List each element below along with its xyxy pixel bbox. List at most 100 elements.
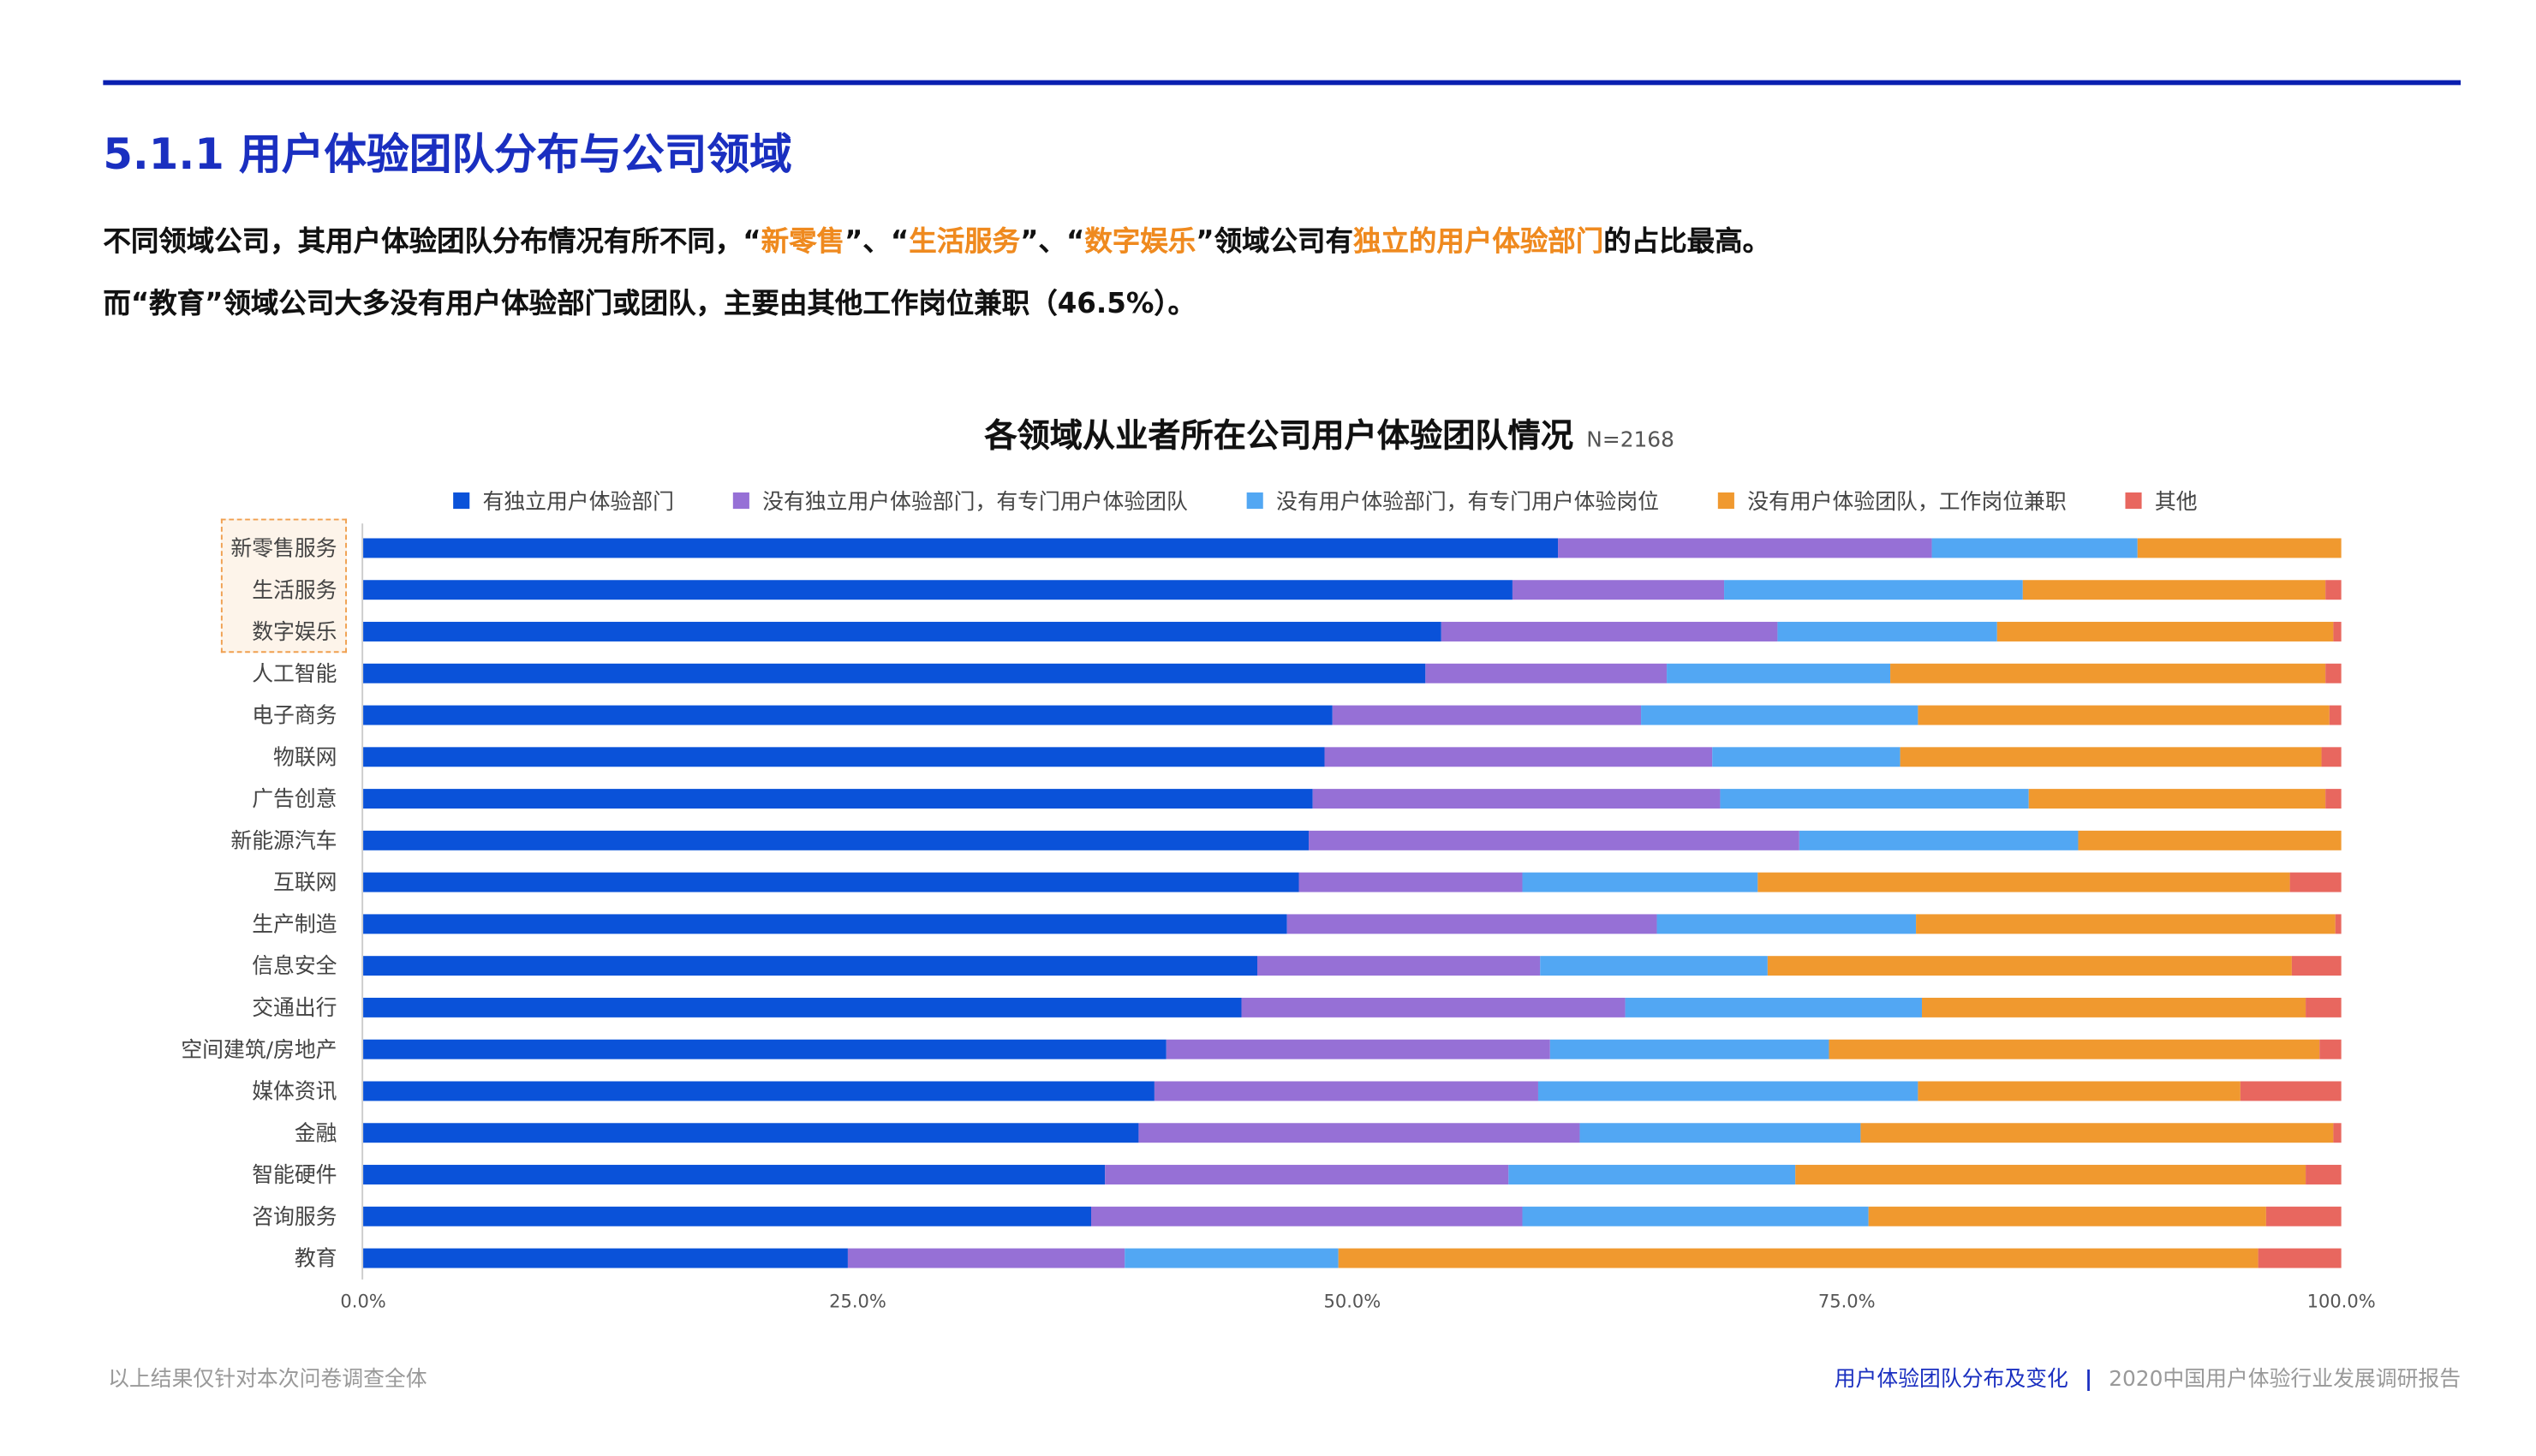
bar-segment	[2325, 663, 2342, 683]
bar-segment	[363, 705, 1333, 725]
bar-segment	[2319, 1039, 2342, 1059]
bar-segment	[1829, 1039, 2320, 1059]
x-tick-label: 100.0%	[2307, 1290, 2376, 1311]
text: 不同领域公司，其用户体验团队分布情况有所不同，“	[103, 225, 761, 259]
legend-swatch	[732, 492, 749, 509]
category-label: 生产制造	[252, 911, 337, 936]
bar-segment	[1441, 622, 1778, 641]
bar-segment	[1154, 1081, 1538, 1101]
bar-segment	[2329, 705, 2342, 725]
legend-label: 有独立用户体验部门	[482, 491, 674, 516]
chart-sample-size: N=2168	[1586, 428, 1674, 454]
bar-segment	[1298, 872, 1523, 892]
bar-segment	[1332, 705, 1642, 725]
bar-segment	[2289, 872, 2342, 892]
bar-segment	[2325, 580, 2342, 600]
bar-segment	[363, 1123, 1139, 1143]
bar-segment	[2291, 956, 2342, 976]
bar-segment	[1918, 1081, 2241, 1101]
footer-separator: |	[2085, 1368, 2093, 1393]
legend-item: 其他	[2125, 484, 2198, 516]
category-label: 广告创意	[252, 786, 337, 811]
bar-segment	[1425, 663, 1668, 683]
chart-legend: 有独立用户体验部门 没有独立用户体验部门，有专门用户体验团队 没有用户体验部门，有专…	[0, 484, 2536, 516]
legend-item: 有独立用户体验部门	[453, 484, 674, 516]
category-label: 交通出行	[252, 995, 337, 1020]
text: 的占比最高。	[1603, 225, 1771, 259]
bar-segment	[1312, 789, 1721, 809]
bar-segment	[1667, 663, 1891, 683]
bar-segment	[1309, 830, 1799, 850]
bar-segment	[1558, 538, 1932, 558]
bar-segment	[363, 1206, 1092, 1226]
highlight-text: 数字娱乐	[1084, 225, 1196, 259]
highlight-text: 独立的用户体验部门	[1352, 225, 1604, 259]
bar-segment	[2240, 1081, 2342, 1101]
bar-segment	[1508, 1165, 1796, 1184]
bar-segment	[2306, 1165, 2342, 1184]
bar-segment	[1105, 1165, 1509, 1184]
bar-segment	[1512, 580, 1725, 600]
bar-segment	[1922, 997, 2306, 1017]
highlight-box	[220, 518, 347, 653]
bar-segment	[1860, 1123, 2334, 1143]
bar-segment	[363, 1165, 1106, 1184]
bar-segment	[2028, 789, 2326, 809]
bar-segment	[1540, 956, 1768, 976]
bar-segment	[363, 538, 1559, 558]
category-label: 教育	[295, 1246, 337, 1271]
legend-swatch	[2125, 492, 2142, 509]
bar-segment	[1579, 1123, 1861, 1143]
category-label: 信息安全	[252, 953, 337, 978]
x-tick-label: 75.0%	[1818, 1290, 1876, 1311]
bar-segment	[1125, 1248, 1339, 1268]
legend-item: 没有用户体验部门，有专门用户体验岗位	[1246, 484, 1659, 516]
bar-segment	[1712, 747, 1901, 767]
category-label: 数字娱乐	[252, 619, 337, 644]
x-tick-label: 50.0%	[1324, 1290, 1381, 1311]
bar-segment	[363, 622, 1441, 641]
category-label: 新零售服务	[230, 536, 337, 561]
bar-segment	[363, 1039, 1167, 1059]
category-label: 人工智能	[252, 661, 337, 686]
bar-segment	[1537, 1081, 1918, 1101]
legend-swatch	[453, 492, 470, 509]
bar-segment	[1257, 956, 1541, 976]
bar-segment	[1522, 1206, 1869, 1226]
footer-right: 用户体验团队分布及变化 | 2020中国用户体验行业发展调研报告	[1835, 1361, 2461, 1393]
bar-segment	[2306, 997, 2342, 1017]
description-line-1: 不同领域公司，其用户体验团队分布情况有所不同，“新零售”、“生活服务”、“数字娱…	[103, 218, 1770, 259]
bar-segment	[1757, 872, 2290, 892]
chart-title-text: 各领域从业者所在公司用户体验团队情况	[984, 415, 1574, 456]
bar-segment	[1931, 538, 2138, 558]
bar-segment	[2078, 830, 2342, 850]
highlight-text: 生活服务	[909, 225, 1021, 259]
bar-segment	[2333, 1123, 2342, 1143]
legend-label: 其他	[2154, 491, 2198, 516]
bar-segment	[363, 747, 1325, 767]
bar-segment	[2265, 1206, 2342, 1226]
bar-segment	[2335, 914, 2342, 934]
text: ”、“	[844, 225, 910, 259]
chart-title: 各领域从业者所在公司用户体验团队情况 N=2168	[0, 409, 2536, 456]
bar-segment	[1918, 705, 2330, 725]
category-label: 智能硬件	[252, 1162, 337, 1187]
category-label: 咨询服务	[252, 1204, 337, 1229]
bar-segment	[363, 914, 1287, 934]
bar-segment	[363, 830, 1310, 850]
bar-segment	[1890, 663, 2326, 683]
bar-segment	[1799, 830, 2079, 850]
category-label: 互联网	[273, 870, 337, 895]
text: ”、“	[1020, 225, 1085, 259]
category-label: 金融	[295, 1120, 337, 1145]
page-title: 5.1.1 用户体验团队分布与公司领域	[103, 130, 792, 181]
bar-segment	[363, 956, 1258, 976]
bar-segment	[1916, 914, 2336, 934]
legend-swatch	[1246, 492, 1263, 509]
x-tick-label: 0.0%	[340, 1290, 385, 1311]
category-label: 空间建筑/房地产	[181, 1037, 337, 1062]
bar-segment	[2022, 580, 2326, 600]
bar-segment	[1868, 1206, 2266, 1226]
bar-segment	[1166, 1039, 1550, 1059]
text: ”领域公司有	[1196, 225, 1353, 259]
